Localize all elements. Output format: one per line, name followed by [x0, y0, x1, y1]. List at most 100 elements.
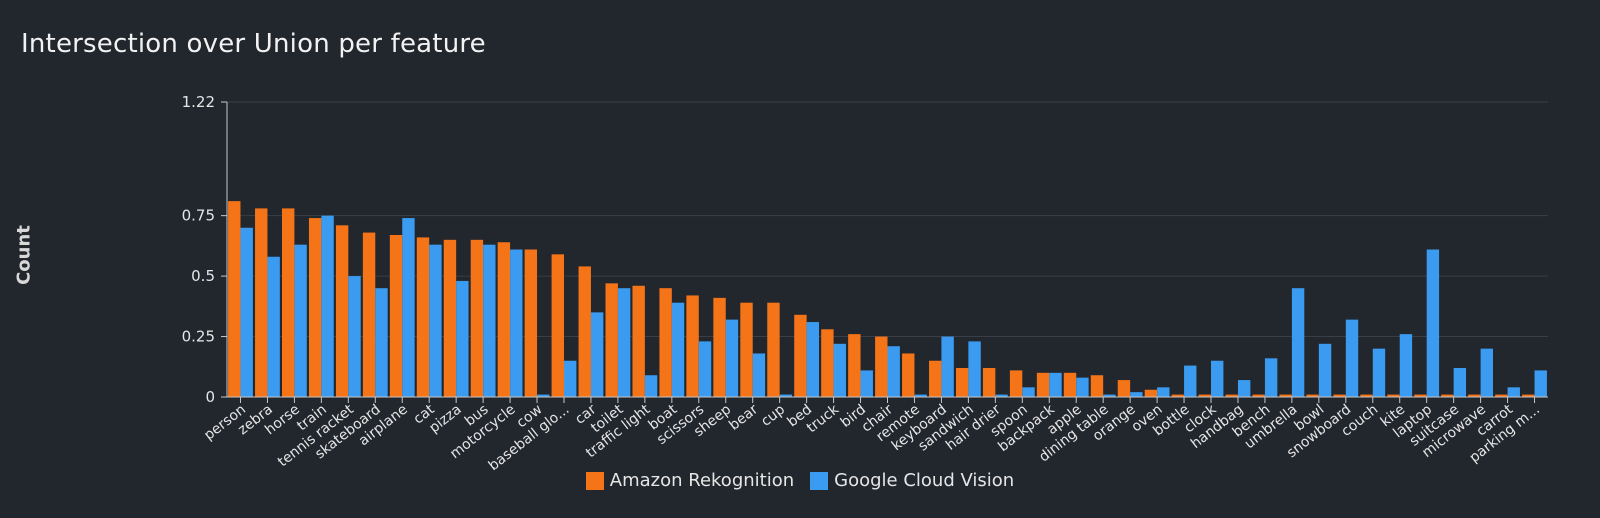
bar-google[interactable]: [779, 394, 793, 397]
bar-google[interactable]: [348, 276, 361, 397]
bar-google[interactable]: [833, 343, 846, 397]
bar-amazon[interactable]: [1360, 394, 1373, 397]
bar-amazon[interactable]: [1036, 372, 1050, 397]
bar-amazon[interactable]: [740, 302, 753, 397]
bar-google[interactable]: [375, 288, 388, 397]
bar-google[interactable]: [510, 249, 523, 398]
bar-amazon[interactable]: [1468, 394, 1481, 397]
bar-amazon[interactable]: [605, 283, 618, 397]
bar-amazon[interactable]: [1144, 389, 1158, 397]
bar-amazon[interactable]: [1063, 372, 1077, 397]
bar-amazon[interactable]: [875, 336, 888, 397]
bar-amazon[interactable]: [335, 225, 349, 397]
bar-amazon[interactable]: [578, 266, 591, 397]
bar-google[interactable]: [590, 312, 604, 397]
bar-amazon[interactable]: [1225, 394, 1238, 397]
bar-amazon[interactable]: [389, 234, 403, 397]
bar-amazon[interactable]: [659, 288, 672, 397]
bar-google[interactable]: [1076, 377, 1089, 397]
bar-amazon[interactable]: [443, 239, 457, 397]
legend-item-google[interactable]: Google Cloud Vision: [810, 470, 1014, 491]
bar-google[interactable]: [1345, 319, 1359, 397]
bar-google[interactable]: [968, 341, 981, 397]
bar-amazon[interactable]: [1495, 394, 1508, 397]
bar-amazon[interactable]: [902, 353, 915, 397]
bar-google[interactable]: [698, 341, 712, 397]
bar-google[interactable]: [537, 394, 550, 397]
bar-google[interactable]: [1480, 348, 1494, 397]
bar-google[interactable]: [1264, 358, 1278, 397]
bar-amazon[interactable]: [1117, 380, 1131, 397]
bar-amazon[interactable]: [470, 239, 484, 397]
bar-google[interactable]: [752, 353, 766, 397]
bar-amazon[interactable]: [1198, 394, 1212, 397]
bar-google[interactable]: [1399, 334, 1413, 397]
bar-amazon[interactable]: [955, 367, 969, 397]
bar-google[interactable]: [294, 244, 307, 397]
bar-google[interactable]: [1049, 372, 1062, 397]
bar-google[interactable]: [995, 394, 1008, 397]
bar-google[interactable]: [1534, 370, 1547, 397]
bar-amazon[interactable]: [713, 297, 726, 397]
bar-google[interactable]: [1184, 365, 1197, 397]
bar-amazon[interactable]: [1279, 394, 1292, 397]
bar-google[interactable]: [644, 375, 658, 397]
bar-google[interactable]: [483, 244, 496, 397]
bar-amazon[interactable]: [1441, 394, 1454, 397]
bar-amazon[interactable]: [1306, 394, 1319, 397]
bar-google[interactable]: [1103, 394, 1116, 397]
bar-amazon[interactable]: [821, 329, 834, 397]
bar-amazon[interactable]: [1252, 394, 1265, 397]
bar-google[interactable]: [1211, 360, 1224, 397]
bar-google[interactable]: [860, 370, 873, 397]
bar-amazon[interactable]: [1522, 394, 1535, 397]
bar-google[interactable]: [617, 288, 631, 397]
bar-google[interactable]: [456, 280, 469, 397]
bar-google[interactable]: [914, 394, 927, 397]
bar-amazon[interactable]: [1090, 375, 1104, 397]
bar-google[interactable]: [563, 360, 577, 397]
bar-amazon[interactable]: [255, 208, 268, 397]
bar-google[interactable]: [1130, 392, 1143, 397]
bar-amazon[interactable]: [1414, 394, 1427, 397]
bar-amazon[interactable]: [1333, 394, 1346, 397]
bar-amazon[interactable]: [794, 314, 807, 397]
bar-google[interactable]: [1426, 249, 1440, 398]
bar-amazon[interactable]: [416, 237, 430, 397]
bar-google[interactable]: [1318, 343, 1332, 397]
bar-google[interactable]: [1291, 288, 1305, 397]
bar-google[interactable]: [267, 256, 280, 397]
bar-amazon[interactable]: [848, 334, 861, 397]
bar-google[interactable]: [1157, 387, 1170, 397]
bar-amazon[interactable]: [1387, 394, 1400, 397]
bar-amazon[interactable]: [281, 208, 295, 397]
bar-amazon[interactable]: [632, 285, 645, 397]
bar-google[interactable]: [1507, 387, 1520, 397]
bar-google[interactable]: [1237, 380, 1251, 397]
bar-amazon[interactable]: [551, 254, 564, 397]
bar-amazon[interactable]: [1009, 370, 1023, 397]
bar-google[interactable]: [806, 322, 820, 397]
bar-google[interactable]: [321, 215, 334, 397]
bar-amazon[interactable]: [767, 302, 780, 397]
bar-amazon[interactable]: [497, 242, 511, 397]
bar-google[interactable]: [725, 319, 739, 397]
bar-google[interactable]: [941, 336, 954, 397]
bar-google[interactable]: [1372, 348, 1386, 397]
legend-item-amazon[interactable]: Amazon Rekognition: [585, 470, 794, 491]
bar-amazon[interactable]: [1171, 394, 1185, 397]
bar-google[interactable]: [1022, 387, 1035, 397]
bar-google[interactable]: [240, 227, 253, 397]
bar-amazon[interactable]: [929, 360, 942, 397]
bar-google[interactable]: [1453, 367, 1467, 397]
bar-amazon[interactable]: [362, 232, 376, 397]
bar-amazon[interactable]: [982, 367, 996, 397]
bar-amazon[interactable]: [686, 295, 699, 397]
bar-amazon[interactable]: [308, 218, 322, 397]
bar-amazon[interactable]: [524, 249, 538, 398]
bar-google[interactable]: [671, 302, 685, 397]
bar-google[interactable]: [429, 244, 442, 397]
bar-amazon[interactable]: [228, 201, 241, 397]
bar-google[interactable]: [887, 346, 900, 397]
bar-google[interactable]: [402, 218, 415, 397]
